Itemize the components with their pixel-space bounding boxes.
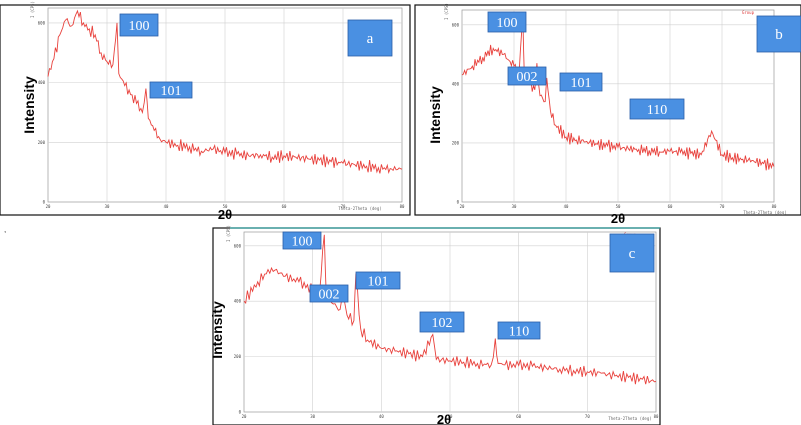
peak-label-110: 110 — [647, 103, 667, 118]
x-axis-caption: Theta-2Theta (deg) — [608, 416, 651, 421]
peak-label-100: 100 — [497, 16, 518, 31]
x-tick-label: 70 — [720, 204, 725, 209]
x-tick-label: 80 — [400, 204, 405, 209]
x-tick-label: 80 — [654, 414, 659, 419]
y-unit-label: I (CPS) — [226, 225, 231, 242]
y-tick-label: 400 — [452, 81, 460, 86]
x-axis-title: 2θ — [437, 412, 451, 425]
peak-label-box — [497, 321, 541, 340]
y-tick-label: 200 — [234, 354, 242, 359]
peak-label-002: 002 — [319, 288, 340, 303]
x-tick-label: 20 — [460, 204, 465, 209]
y-axis-title: Intensity — [427, 86, 443, 144]
x-tick-label: 50 — [448, 414, 453, 419]
y-axis-title: Intensity — [21, 76, 37, 134]
y-tick-label: 200 — [452, 140, 460, 145]
panel-label-box — [347, 19, 393, 57]
panel-label-box — [609, 233, 655, 273]
x-tick-label: 40 — [379, 414, 384, 419]
y-tick-label: 200 — [38, 140, 46, 145]
peak-label-box — [149, 81, 193, 99]
y-tick-label: 0 — [43, 200, 46, 205]
x-tick-label: 30 — [512, 204, 517, 209]
x-tick-label: 30 — [105, 204, 110, 209]
y-tick-label: 600 — [234, 243, 242, 248]
xrd-series-line — [461, 12, 775, 171]
peak-label-100: 100 — [292, 235, 313, 250]
y-unit-label: I (CPS) — [30, 1, 35, 18]
y-tick-label: 600 — [452, 22, 460, 27]
peak-label-box — [355, 271, 401, 290]
peak-label-110: 110 — [509, 325, 529, 340]
xrd-series-line — [47, 9, 403, 174]
y-tick-label: 400 — [234, 299, 242, 304]
peak-label-box — [419, 311, 465, 333]
panel-label: a — [367, 31, 374, 47]
peak-label-101: 101 — [368, 275, 389, 290]
peak-label-box — [507, 66, 547, 86]
y-tick-label: 0 — [457, 200, 460, 205]
x-tick-label: 70 — [585, 414, 590, 419]
panel-label: c — [629, 246, 636, 262]
x-tick-label: 60 — [668, 204, 673, 209]
x-axis-caption: Theta-2Theta (deg) — [338, 206, 381, 211]
peak-label-box — [629, 98, 685, 120]
y-tick-label: 600 — [38, 20, 46, 25]
peak-label-box — [559, 72, 603, 92]
x-tick-label: 80 — [772, 204, 777, 209]
x-axis-caption: Theta-2Theta (deg) — [743, 210, 786, 215]
panel-label-box — [756, 15, 801, 53]
peak-label-100: 100 — [129, 19, 150, 34]
x-tick-label: 50 — [223, 204, 228, 209]
header-label: Group — [742, 10, 755, 15]
y-axis-title: Intensity — [209, 301, 225, 359]
x-tick-label: 70 — [341, 204, 346, 209]
peak-label-box — [119, 13, 159, 37]
panel-label: b — [775, 27, 783, 43]
peak-label-box — [487, 11, 527, 33]
y-tick-label: 0 — [239, 410, 242, 415]
peak-label-box — [282, 231, 322, 250]
x-tick-label: 60 — [516, 414, 521, 419]
x-axis-title: 2θ — [611, 211, 625, 226]
x-tick-label: 50 — [616, 204, 621, 209]
peak-label-002: 002 — [517, 70, 538, 85]
peak-label-101: 101 — [161, 84, 182, 99]
x-axis-title: 2θ — [218, 207, 232, 222]
frame-edge-mark: , — [4, 225, 6, 234]
x-tick-label: 20 — [46, 204, 51, 209]
x-tick-label: 40 — [564, 204, 569, 209]
x-tick-label: 20 — [242, 414, 247, 419]
peak-label-102: 102 — [432, 316, 453, 331]
x-tick-label: 40 — [164, 204, 169, 209]
y-tick-label: 400 — [38, 80, 46, 85]
x-tick-label: 60 — [282, 204, 287, 209]
peak-label-box — [309, 284, 349, 303]
y-unit-label: I (CPS) — [444, 3, 449, 20]
x-tick-label: 30 — [310, 414, 315, 419]
peak-label-101: 101 — [571, 76, 592, 91]
